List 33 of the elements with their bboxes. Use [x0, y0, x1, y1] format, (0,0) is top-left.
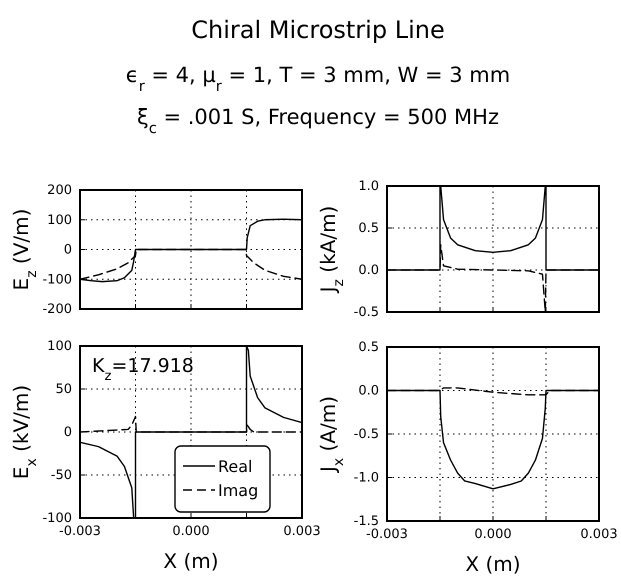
- y-tick-label: -100: [42, 272, 72, 288]
- y-tick-label: 200: [47, 183, 72, 198]
- x-axis-title: X (m): [465, 552, 521, 576]
- x-tick-label: 0.000: [474, 527, 512, 542]
- line-series: [80, 346, 302, 518]
- y-tick-label: 100: [47, 339, 72, 354]
- y-tick-label: 100: [47, 212, 72, 228]
- y-tick-label: 0.0: [358, 263, 379, 278]
- x-tick-label: 0.003: [580, 527, 618, 542]
- y-tick-label: -50: [50, 468, 72, 484]
- x-axis-title: X (m): [163, 549, 219, 573]
- y-tick-label: 0.5: [358, 340, 379, 356]
- y-tick-label: -1.5: [354, 514, 379, 530]
- y-tick-label: 50: [55, 382, 72, 398]
- y-tick-label: 1.0: [358, 179, 379, 194]
- y-tick-label: 0.5: [358, 221, 379, 236]
- x-tick-label: 0.003: [283, 524, 321, 540]
- y-tick-label: 0: [64, 242, 72, 258]
- annotation: K$_{z}$=17.918: [92, 355, 194, 384]
- y-tick-label: -0.5: [354, 305, 379, 320]
- y-tick-label: 0: [64, 425, 72, 440]
- y-tick-label: -100: [42, 511, 72, 526]
- x-tick-label: 0.000: [172, 524, 210, 540]
- legend-label: Imag: [218, 481, 258, 500]
- x-tick-label: -0.003: [59, 524, 101, 540]
- y-tick-label: -200: [42, 302, 72, 318]
- legend-label: Real: [218, 457, 252, 476]
- y-tick-label: 0.0: [358, 384, 379, 399]
- y-tick-label: -0.5: [354, 427, 379, 442]
- x-tick-label: -0.003: [366, 527, 408, 542]
- chart-title: Chiral Microstrip Line: [191, 16, 445, 44]
- y-tick-label: -1.0: [354, 470, 379, 486]
- text: ϵ$_{r}$ = 4, μ$_{r}$ = 1, T = 3 mm, W = 3 mm ξ$_{c}$ = .001 S, Frequency = 500 MHz: [126, 63, 510, 136]
